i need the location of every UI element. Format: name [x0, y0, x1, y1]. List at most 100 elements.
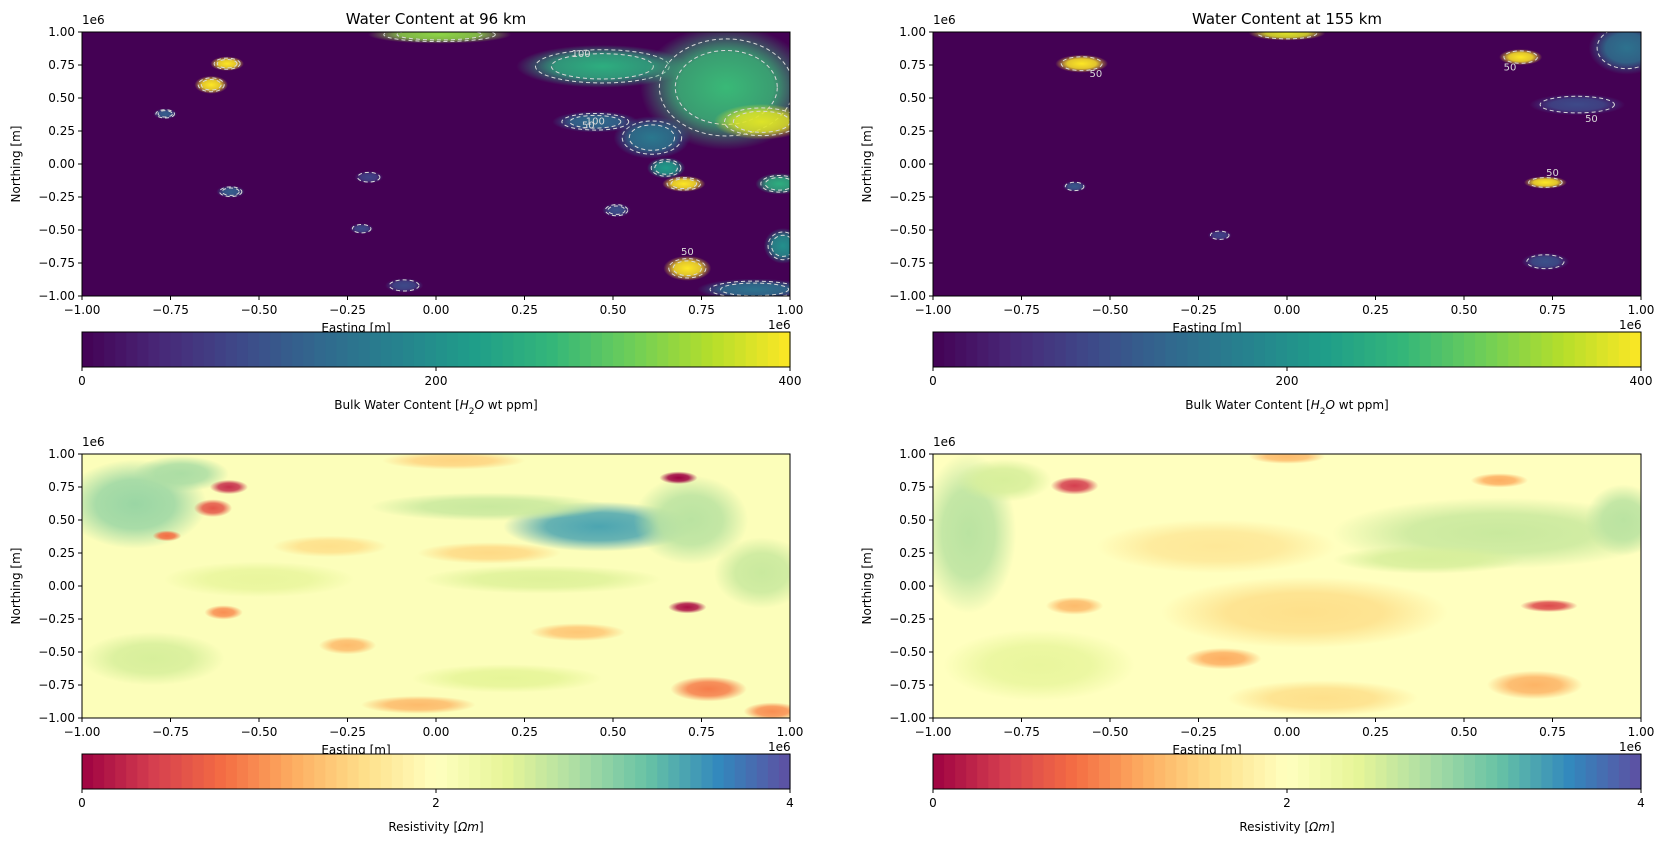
- colorbar-segment: [1209, 754, 1222, 789]
- heatmap: [82, 454, 790, 718]
- colorbar-segment: [126, 332, 138, 367]
- colorbar-segment: [613, 754, 625, 789]
- colorbar-segment: [1497, 754, 1509, 789]
- colorbar-segment: [181, 332, 194, 367]
- colorbar-tick-label: 400: [779, 374, 802, 388]
- contour-line: [383, 32, 496, 43]
- x-tick-label: 0.00: [423, 725, 450, 739]
- x-tick-label: 0.50: [1451, 303, 1478, 317]
- colorbar-segment: [159, 754, 172, 789]
- heatmap-anomaly: [713, 103, 790, 140]
- colorbar-segment: [1176, 754, 1189, 789]
- colorbar-segment: [1596, 754, 1609, 789]
- colorbar-segment: [524, 754, 537, 789]
- colorbar-segment: [701, 754, 714, 789]
- colorbar-segment: [1154, 754, 1166, 789]
- x-tick-label: −1.00: [915, 725, 952, 739]
- contour-line: [351, 224, 372, 234]
- x-tick-label: 0.50: [600, 303, 627, 317]
- x-tick-label: 0.50: [1451, 725, 1478, 739]
- x-tick-label: −0.75: [152, 303, 189, 317]
- colorbar-segment: [1607, 332, 1620, 367]
- colorbar-segment: [1054, 754, 1067, 789]
- y-tick-label: −1.00: [38, 289, 75, 303]
- y-tick-label: −0.25: [38, 612, 75, 626]
- y-tick-label: −1.00: [38, 711, 75, 725]
- contour-line: [670, 178, 698, 190]
- colorbar-tick-label: 4: [1637, 796, 1645, 810]
- colorbar-segment: [546, 754, 559, 789]
- y-tick-label: −0.75: [889, 678, 926, 692]
- colorbar-segment: [1032, 332, 1045, 367]
- x-tick-label: 0.75: [688, 303, 715, 317]
- colorbar-segment: [955, 332, 967, 367]
- colorbar-segment: [203, 332, 216, 367]
- colorbar-segment: [469, 332, 481, 367]
- colorbar-label: Bulk Water Content [H2O wt ppm]: [1185, 398, 1388, 417]
- x-tick-label: 0.25: [511, 725, 538, 739]
- y-tick-label: 0.00: [899, 157, 926, 171]
- colorbar-label-label-prefix: Resistivity [: [388, 820, 458, 834]
- contour-line: [1503, 50, 1538, 64]
- x-tick-label: −0.25: [1180, 303, 1217, 317]
- x-tick-label: −0.50: [1092, 303, 1129, 317]
- y-tick-label: 0.50: [48, 513, 75, 527]
- x-tick-label: −0.25: [329, 725, 366, 739]
- contour-line: [709, 280, 790, 296]
- heatmap-anomaly: [646, 157, 686, 179]
- contour-label: 50: [1546, 168, 1559, 179]
- colorbar-segment: [225, 754, 238, 789]
- contour-line: [157, 110, 173, 118]
- colorbar-segment: [977, 332, 989, 367]
- contour-line: [1256, 32, 1318, 40]
- colorbar-segment: [1098, 754, 1111, 789]
- colorbar-segment: [568, 332, 581, 367]
- colorbar-segment: [701, 332, 714, 367]
- contour-line: [1526, 254, 1565, 270]
- colorbar-segment: [1087, 754, 1100, 789]
- heatmap-anomaly: [668, 600, 707, 614]
- y-tick-label: −0.50: [889, 645, 926, 659]
- y-tick-label: −0.25: [889, 612, 926, 626]
- y-tick-label: 0.75: [48, 58, 75, 72]
- colorbar-segment: [1386, 754, 1399, 789]
- colorbar-segment: [712, 754, 725, 789]
- heatmap-anomaly: [163, 561, 355, 598]
- y-axis-label: Northing [m]: [860, 548, 874, 625]
- colorbar-segment: [1209, 332, 1222, 367]
- colorbar-segment: [225, 332, 238, 367]
- colorbar-segment: [436, 754, 448, 789]
- colorbar-tick-label: 0: [78, 796, 86, 810]
- colorbar-segment: [535, 754, 548, 789]
- y-tick-label: 0.50: [48, 91, 75, 105]
- contour-line: [213, 57, 241, 70]
- contour-line: [1596, 32, 1641, 70]
- x-tick-label: 0.25: [511, 303, 538, 317]
- colorbar-segment: [192, 332, 205, 367]
- colorbar-label: Bulk Water Content [H2O wt ppm]: [334, 398, 537, 417]
- colorbar-segment: [646, 754, 658, 789]
- colorbar-segment: [170, 754, 183, 789]
- contour-line: [197, 77, 225, 93]
- colorbar-segment: [170, 332, 183, 367]
- colorbar-label-label-math-tail: O: [1326, 398, 1335, 412]
- colorbar-segment: [491, 754, 503, 789]
- heatmap-anomaly: [697, 278, 790, 296]
- contour-line: [767, 231, 790, 261]
- heatmap-anomaly: [360, 695, 476, 714]
- x-tick-label: −0.25: [329, 303, 366, 317]
- y-tick-label: 0.00: [48, 579, 75, 593]
- contour-line: [1539, 95, 1615, 114]
- colorbar-segment: [458, 754, 470, 789]
- heatmap-anomaly: [1185, 647, 1262, 670]
- colorbar-segment: [1364, 332, 1377, 367]
- colorbar-segment: [1618, 332, 1631, 367]
- colorbar-segment: [1110, 754, 1122, 789]
- y-tick-label: 0.50: [899, 91, 926, 105]
- x-tick-label: 1.00: [777, 725, 804, 739]
- colorbar-segment: [601, 754, 614, 789]
- colorbar-segment: [1552, 754, 1565, 789]
- heatmap-anomaly: [210, 56, 244, 71]
- colorbar-segment: [646, 332, 658, 367]
- heatmap-anomaly: [663, 255, 712, 281]
